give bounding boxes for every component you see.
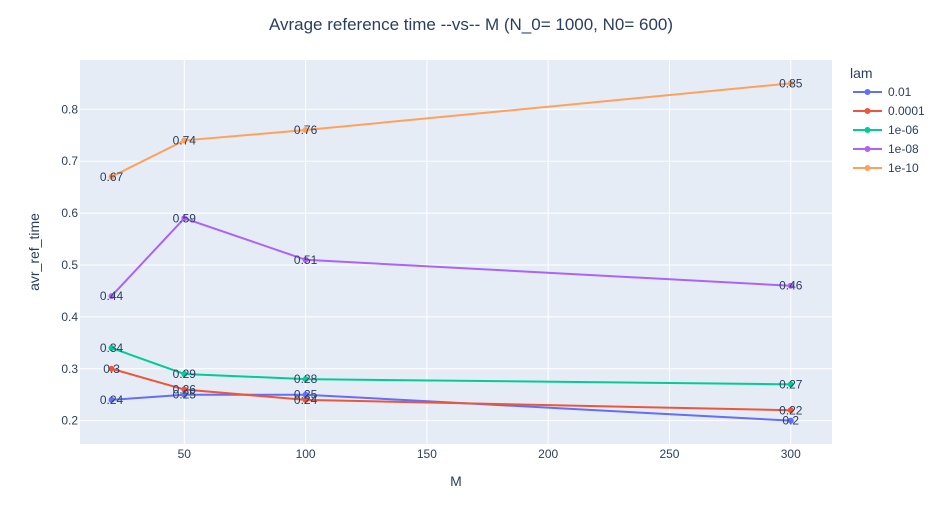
legend-marker [864, 108, 871, 114]
data-label: 0.24 [294, 393, 318, 407]
data-label: 0.22 [779, 403, 803, 417]
data-point [787, 381, 794, 388]
data-point [302, 127, 309, 134]
data-label: 0.51 [294, 253, 318, 267]
data-point [787, 407, 794, 414]
legend-title: lam [850, 65, 873, 81]
data-point [302, 396, 309, 403]
x-axis-title: M [450, 473, 462, 489]
y-tick-label: 0.8 [61, 102, 78, 116]
data-label: 0.59 [173, 211, 197, 225]
data-label: 0.26 [173, 383, 197, 397]
data-point [787, 417, 794, 424]
legend-label: 1e-08 [888, 142, 919, 156]
legend-item[interactable]: 1e-06 [853, 123, 919, 137]
data-point [108, 345, 115, 351]
data-point [302, 376, 309, 383]
y-axis-ticks: 0.2 0.3 0.4 0.5 0.6 0.7 0.8 [61, 102, 78, 427]
data-point [181, 215, 188, 222]
legend: lam 0.01 0.0001 1e-06 1e-08 1e-10 [850, 65, 925, 175]
y-axis-title: avr_ref_time [26, 213, 42, 291]
data-label: 0.29 [173, 367, 197, 381]
data-point [108, 293, 115, 300]
series-line-1e-10 [111, 82, 791, 178]
legend-label: 1e-10 [888, 161, 919, 175]
legend-marker [864, 89, 871, 95]
legend-label: 0.01 [888, 85, 912, 99]
data-label: 0.44 [100, 289, 124, 303]
data-label: 0.46 [779, 279, 803, 293]
data-point [302, 391, 309, 398]
data-point [787, 80, 794, 87]
data-label: 0.25 [294, 388, 318, 402]
series-line-0.0001 [111, 367, 791, 412]
y-tick-label: 0.6 [61, 206, 78, 220]
data-point [181, 137, 188, 144]
legend-item[interactable]: 0.0001 [853, 104, 925, 118]
legend-marker [864, 127, 871, 133]
y-tick-label: 0.5 [61, 258, 78, 272]
data-point [181, 370, 188, 377]
data-point [181, 391, 188, 398]
x-axis-ticks: 50 100 150 200 250 300 [178, 447, 801, 461]
data-label: 0.3 [103, 362, 120, 376]
data-label: 0.2 [782, 414, 799, 428]
x-tick-label: 200 [538, 447, 558, 461]
data-label: 0.24 [100, 393, 124, 407]
legend-marker [864, 146, 871, 152]
data-label: 0.74 [173, 133, 197, 147]
data-point [302, 256, 309, 263]
y-tick-label: 0.3 [61, 362, 78, 376]
series-line-1e-06 [111, 347, 791, 386]
x-tick-label: 250 [659, 447, 679, 461]
data-label: 0.67 [100, 170, 124, 184]
legend-item[interactable]: 0.01 [853, 85, 912, 99]
legend-label: 1e-06 [888, 123, 919, 137]
legend-label: 0.0001 [888, 104, 925, 118]
series-layer [108, 80, 794, 424]
series-line-1e-08 [110, 217, 791, 297]
x-tick-label: 300 [781, 447, 801, 461]
data-point [108, 365, 115, 372]
data-labels-layer: 0.24 0.25 0.250.20.30.260.240.220.340.29 0.… [100, 76, 803, 427]
y-tick-label: 0.7 [61, 154, 78, 168]
x-tick-label: 150 [417, 447, 437, 461]
legend-item[interactable]: 1e-10 [853, 161, 919, 175]
x-tick-label: 100 [296, 447, 316, 461]
legend-item[interactable]: 1e-08 [853, 142, 919, 156]
data-label: 0.34 [100, 341, 124, 355]
data-point [787, 282, 794, 289]
y-tick-label: 0.2 [61, 414, 78, 428]
data-point [181, 386, 188, 393]
data-label: 0.27 [779, 377, 803, 391]
legend-marker [864, 165, 871, 171]
data-label: 0.85 [779, 76, 803, 90]
data-point [108, 396, 115, 403]
chart-title: Avrage reference time --vs-- M (N_0= 100… [269, 15, 673, 34]
data-label: 0.76 [294, 123, 318, 137]
grid-lines [80, 60, 832, 444]
data-label: 0.25 [173, 388, 197, 402]
y-tick-label: 0.4 [61, 310, 78, 324]
x-tick-label: 50 [178, 447, 192, 461]
data-label: 0.28 [294, 372, 318, 386]
data-point [108, 173, 115, 180]
